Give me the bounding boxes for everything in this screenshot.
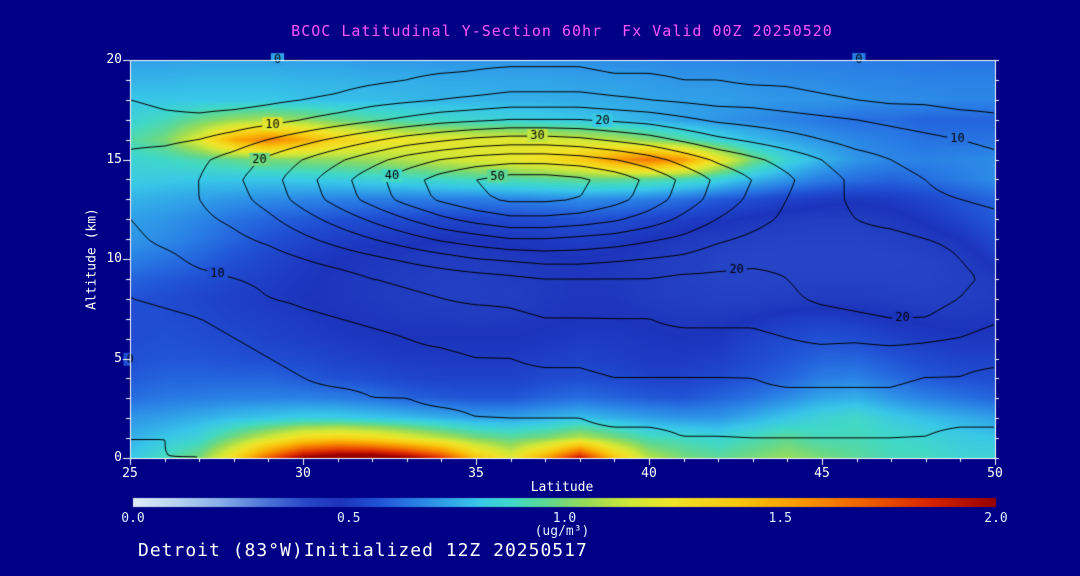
colorbar-tick-label: 1.5: [768, 511, 792, 526]
x-axis-tick-label: 30: [295, 466, 311, 481]
y-axis-tick-label: 0: [114, 450, 122, 465]
colorbar-tick-label: 0.0: [121, 511, 145, 526]
colorbar-tick-label: 1.0: [552, 511, 577, 526]
x-axis-tick-label: 50: [987, 466, 1003, 481]
y-axis-tick-label: 15: [106, 151, 122, 167]
colorbar-units-label: (ug/m³): [534, 524, 590, 539]
colorbar-tick-label: 0.5: [337, 511, 361, 526]
x-axis-tick-label: 35: [468, 466, 484, 481]
colorbar-tick-label: 2.0: [984, 511, 1008, 526]
x-axis-tick-label: 45: [814, 466, 830, 481]
plot-title: BCOC Latitudinal Y-Section 60hr Fx Valid…: [291, 22, 833, 40]
y-axis-tick-label: 10: [106, 251, 122, 266]
y-axis-tick-label: 5: [114, 350, 122, 366]
footer-run-info: Detroit (83°W)Initialized 12Z 20250517: [138, 540, 588, 561]
y-axis-tick-label: 20: [106, 52, 122, 67]
x-axis-tick-label: 40: [641, 466, 657, 481]
x-axis-title: Latitude: [530, 480, 594, 495]
x-axis-tick-label: 25: [122, 466, 138, 481]
